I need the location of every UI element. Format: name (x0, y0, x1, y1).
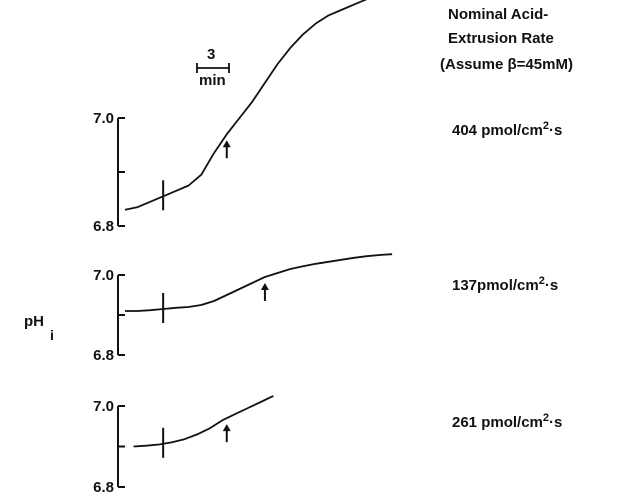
rate-3-base: 261 pmol/cm (452, 414, 543, 431)
y-tick-label: 7.0 (93, 267, 114, 284)
arrow-marker-head (260, 283, 269, 290)
ph-trace-line (124, 0, 368, 211)
rate-annotation-1: 404 pmol/cm2·s (452, 120, 562, 139)
scale-bar-value: 3 (207, 46, 216, 63)
panel-1: 6.8 7.0 (93, 0, 368, 235)
rate-2-base: 137pmol/cm (452, 277, 539, 294)
y-axis-label: pH (24, 313, 44, 330)
arrow-marker-head (222, 140, 231, 148)
y-tick-label: 7.0 (93, 398, 114, 415)
rate-2-tail: ·s (544, 277, 559, 294)
rate-2-sup: 2 (538, 275, 545, 287)
y-tick-label: 6.8 (93, 218, 114, 235)
header-line-2: Extrusion Rate (448, 30, 554, 47)
rate-3-sup: 2 (542, 412, 549, 424)
y-axis-label-sub: i (50, 327, 54, 343)
panel-3: 6.8 7.0 (93, 395, 274, 496)
rate-1-tail: ·s (549, 122, 563, 139)
y-tick-label: 7.0 (93, 110, 114, 127)
rate-annotation-3: 261 pmol/cm2·s (452, 412, 562, 431)
ph-trace-line (133, 395, 274, 448)
time-scale-bar (196, 63, 230, 73)
header-line-3: (Assume β=45mM) (440, 56, 573, 73)
ph-trace-line (125, 253, 393, 312)
y-tick-label: 6.8 (93, 347, 114, 364)
y-axis-label-main: pH (24, 313, 44, 330)
rate-3-tail: ·s (549, 414, 563, 431)
rate-annotation-2: 137pmol/cm2·s (452, 275, 558, 294)
chart-panels: 6.8 7.0 6.8 7.0 6.8 7.0 (93, 0, 393, 496)
rate-1-base: 404 pmol/cm (452, 122, 543, 139)
arrow-marker-head (222, 424, 231, 432)
scale-bar-unit: min (199, 72, 226, 89)
header-line-1: Nominal Acid- (448, 6, 549, 23)
rate-1-sup: 2 (542, 120, 549, 132)
panel-2: 6.8 7.0 (93, 253, 393, 364)
y-tick-label: 6.8 (93, 479, 114, 496)
